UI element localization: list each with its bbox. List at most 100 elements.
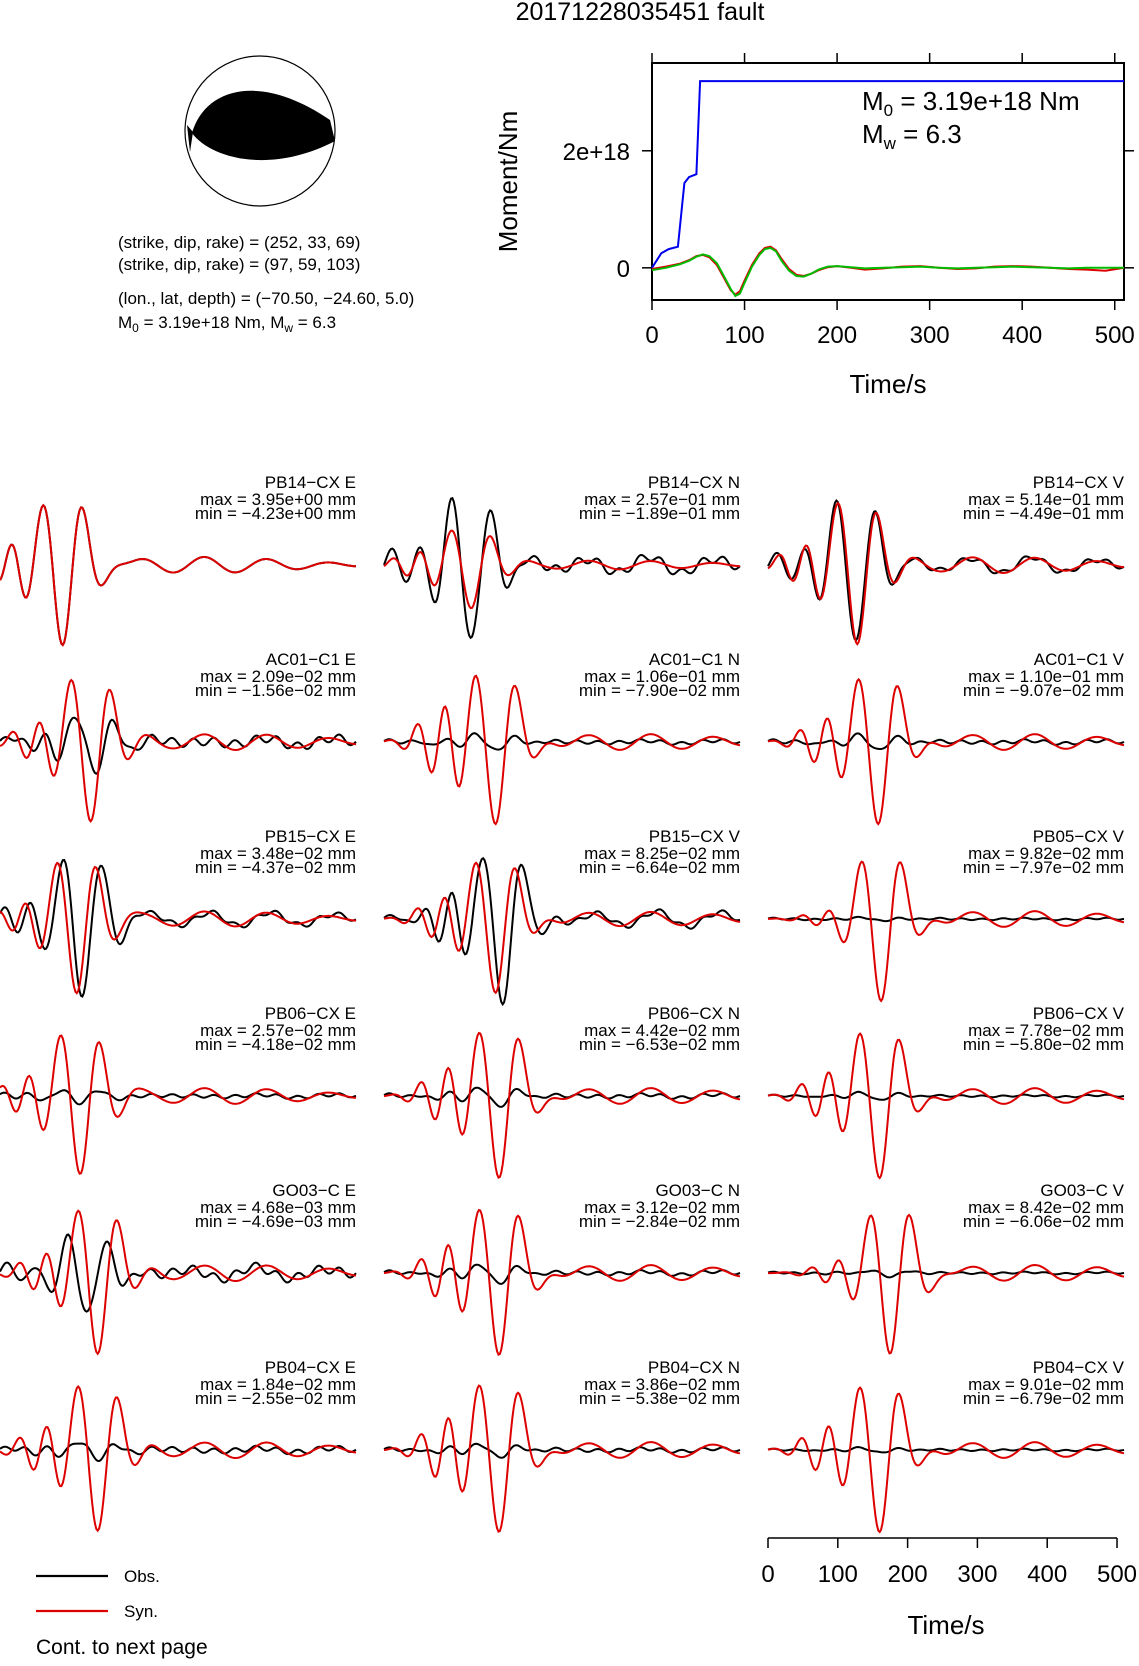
trace-max: max = 3.48e−02 mm [200, 844, 356, 863]
trace-min: min = −6.53e−02 mm [579, 1035, 740, 1054]
beachball [184, 55, 336, 207]
trace-min: min = −2.84e−02 mm [579, 1212, 740, 1231]
observed-trace [0, 716, 357, 775]
moment-xlabel: Time/s [849, 369, 926, 399]
location-text: (lon., lat, depth) = (−70.50, −24.60, 5.… [118, 289, 414, 308]
observed-trace [767, 1090, 1125, 1101]
trace-max: max = 1.10e−01 mm [968, 667, 1124, 686]
trace-min: min = −9.07e−02 mm [963, 681, 1124, 700]
moment-xtick-label: 100 [725, 322, 765, 349]
station-label: PB04−CX E [265, 1358, 356, 1377]
trace-min: min = −7.97e−02 mm [963, 858, 1124, 877]
trace-min: min = −6.79e−02 mm [963, 1389, 1124, 1408]
beachball-compression [192, 90, 335, 161]
synthetic-trace [0, 1209, 357, 1356]
moment-xtick-label: 300 [910, 322, 950, 349]
synthetic-trace [0, 678, 357, 824]
moment-series-1 [651, 245, 1125, 297]
figure-title: 20171228035451 fault [516, 0, 765, 26]
moment-xtick-label: 400 [1002, 322, 1042, 349]
trace-min: min = −5.80e−02 mm [963, 1035, 1124, 1054]
time-axis-tick-label: 200 [888, 1561, 928, 1588]
time-axis-tick-label: 400 [1027, 1561, 1067, 1588]
station-label: AC01−C1 E [266, 650, 356, 669]
trace-max: max = 3.86e−02 mm [584, 1375, 740, 1394]
trace-max: max = 8.42e−02 mm [968, 1198, 1124, 1217]
moment-xtick-label: 500 [1095, 322, 1135, 349]
observed-trace [383, 732, 741, 751]
synthetic-trace [767, 1032, 1125, 1180]
station-label: PB15−CX V [649, 827, 741, 846]
observed-trace [383, 856, 741, 1007]
trace-max: max = 4.42e−02 mm [584, 1021, 740, 1040]
moment-plot: 0 100 200 300 400 500 0 2e+18 Time/s Moment/Nm M0 … [493, 53, 1135, 399]
trace-max: max = 1.84e−02 mm [200, 1375, 356, 1394]
mechanism-info: (strike, dip, rake) = (252, 33, 69) (str… [118, 233, 414, 335]
moment-series-0 [651, 80, 1124, 269]
observed-trace [383, 1442, 741, 1459]
observed-trace [383, 1263, 741, 1285]
station-label: GO03−C E [272, 1181, 356, 1200]
station-label: PB14−CX E [265, 473, 356, 492]
station-label: PB06−CX E [265, 1004, 356, 1023]
observed-trace [767, 915, 1125, 923]
time-axis-tick-label: 0 [761, 1561, 774, 1588]
trace-max: max = 3.12e−02 mm [584, 1198, 740, 1217]
observed-trace [0, 1089, 357, 1106]
trace-max: max = 9.01e−02 mm [968, 1375, 1124, 1394]
trace-max: max = 4.68e−03 mm [200, 1198, 356, 1217]
trace-max: max = 3.95e+00 mm [200, 490, 356, 509]
trace-max: max = 2.09e−02 mm [200, 667, 356, 686]
observed-trace [383, 1086, 741, 1108]
trace-min: min = −1.89e−01 mm [579, 504, 740, 523]
synthetic-trace [383, 861, 741, 995]
synthetic-trace [768, 860, 1125, 1003]
synthetic-trace [383, 529, 741, 610]
synthetic-trace [383, 1384, 741, 1533]
station-label: PB05−CX V [1033, 827, 1125, 846]
synthetic-trace [0, 1034, 357, 1175]
station-label: PB04−CX N [648, 1358, 740, 1377]
trace-min: min = −4.18e−02 mm [195, 1035, 356, 1054]
synthetic-trace [0, 503, 357, 647]
synthetic-trace [767, 677, 1125, 826]
trace-max: max = 5.14e−01 mm [968, 490, 1124, 509]
observed-trace [767, 1269, 1125, 1279]
trace-max: max = 9.82e−02 mm [968, 844, 1124, 863]
trace-min: min = −4.49e−01 mm [963, 504, 1124, 523]
time-axis-label: Time/s [907, 1610, 984, 1640]
trace-min: min = −4.69e−03 mm [195, 1212, 356, 1231]
synthetic-trace [0, 1384, 357, 1533]
synthetic-trace [383, 1031, 741, 1179]
time-axis-tick-label: 100 [818, 1561, 858, 1588]
observed-trace [767, 1445, 1125, 1454]
moment-xtick-label: 0 [645, 322, 658, 349]
legend: Obs. Syn. [36, 1567, 160, 1621]
moment-plot-frame [651, 62, 1125, 301]
station-label: AC01−C1 N [649, 650, 740, 669]
observed-trace [0, 1233, 357, 1313]
plane2-text: (strike, dip, rake) = (97, 59, 103) [118, 255, 360, 274]
moment-mw-label: Mw = 6.3 [862, 119, 962, 153]
trace-max: max = 8.25e−02 mm [584, 844, 740, 863]
legend-syn-label: Syn. [124, 1602, 158, 1621]
station-label: PB15−CX E [265, 827, 356, 846]
moment-ylabel: Moment/Nm [493, 111, 523, 253]
trace-min: min = −6.06e−02 mm [963, 1212, 1124, 1231]
